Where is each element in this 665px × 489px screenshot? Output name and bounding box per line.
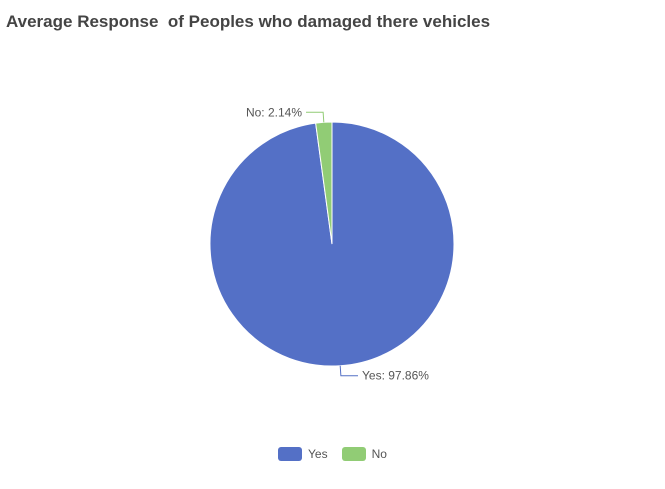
legend-item-yes[interactable]: Yes <box>278 447 328 461</box>
data-label-no: No: 2.14% <box>246 105 302 119</box>
legend-swatch-no <box>341 447 366 461</box>
legend-label-yes: Yes <box>308 447 328 461</box>
chart-legend: Yes No <box>0 447 665 461</box>
data-label-yes: Yes: 97.86% <box>362 369 429 383</box>
legend-swatch-yes <box>278 447 303 461</box>
leader-line-no <box>306 111 325 123</box>
leader-line-yes <box>339 365 358 377</box>
legend-label-no: No <box>371 447 387 461</box>
legend-item-no[interactable]: No <box>341 447 387 461</box>
chart-title: Average Response of Peoples who damaged … <box>6 12 491 31</box>
